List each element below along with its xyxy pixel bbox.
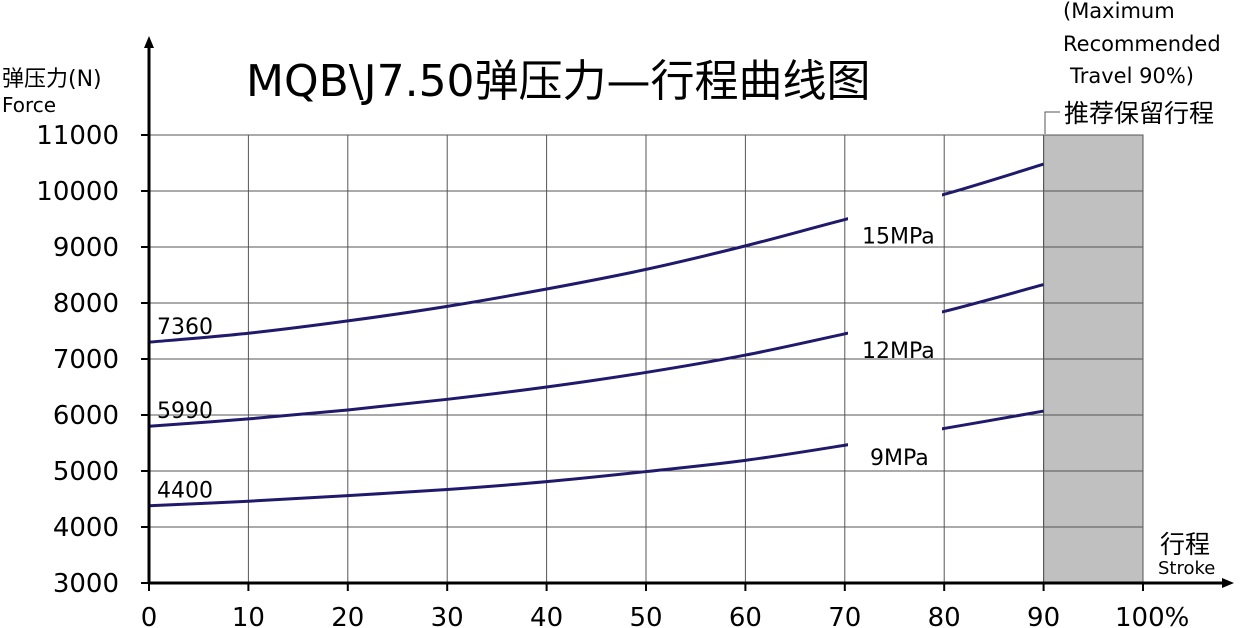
x-tick-label: 70 bbox=[828, 603, 861, 628]
series-line-15MPa bbox=[148, 217, 848, 344]
region-note-line-2: Recommended bbox=[1063, 32, 1221, 56]
y-tick-label: 4000 bbox=[53, 513, 119, 543]
series-label-15MPa: 15MPa bbox=[862, 225, 935, 250]
y-axis-arrow bbox=[144, 36, 154, 48]
series-label-12MPa: 12MPa bbox=[862, 339, 935, 364]
x-axis-label-en: Stroke bbox=[1158, 558, 1215, 579]
series-label-9MPa: 9MPa bbox=[870, 446, 929, 471]
x-tick-label: 40 bbox=[530, 603, 563, 628]
x-tick-labels: 0 10 20 30 40 50 60 70 80 90 100% bbox=[141, 603, 1190, 628]
y-tick-label: 7000 bbox=[53, 345, 119, 375]
y-tick-label: 3000 bbox=[53, 569, 119, 599]
start-value-label: 4400 bbox=[157, 479, 213, 504]
y-tick-label: 6000 bbox=[53, 401, 119, 431]
region-label-leader bbox=[1044, 111, 1060, 134]
y-axis-label-en: Force bbox=[2, 93, 56, 117]
series-line-9MPa bbox=[148, 443, 848, 508]
y-tick-label: 10000 bbox=[36, 177, 119, 207]
x-axis-arrow bbox=[1222, 578, 1234, 588]
x-tick-label: 100% bbox=[1115, 603, 1189, 628]
axes bbox=[141, 36, 1234, 591]
y-tick-label: 11000 bbox=[36, 121, 119, 151]
y-tick-label: 9000 bbox=[53, 233, 119, 263]
x-tick-label: 30 bbox=[431, 603, 464, 628]
series-line-12MPa bbox=[148, 331, 848, 428]
x-tick-label: 50 bbox=[629, 603, 662, 628]
x-tick-label: 10 bbox=[232, 603, 265, 628]
grid bbox=[148, 134, 1144, 584]
start-value-label: 5990 bbox=[157, 399, 213, 424]
x-tick-label: 80 bbox=[928, 603, 961, 628]
x-tick-label: 90 bbox=[1027, 603, 1060, 628]
series-labels: 15MPa 12MPa 9MPa bbox=[862, 225, 935, 472]
x-axis-label: 行程 bbox=[1160, 530, 1210, 559]
region-note-line-1: (Maximum bbox=[1063, 0, 1175, 23]
x-tick-label: 0 bbox=[141, 603, 158, 628]
chart-title: MQB\J7.50弹压力—行程曲线图 bbox=[246, 56, 871, 107]
y-tick-label: 5000 bbox=[53, 457, 119, 487]
y-axis-label: 弹压力(N) bbox=[2, 67, 102, 92]
x-tick-label: 60 bbox=[729, 603, 762, 628]
y-tick-labels: 3000 4000 5000 6000 7000 8000 9000 10000 11000 bbox=[36, 121, 119, 599]
start-value-label: 7360 bbox=[157, 315, 213, 340]
x-tick-label: 20 bbox=[331, 603, 364, 628]
region-label: 推荐保留行程 bbox=[1064, 99, 1214, 128]
start-value-labels: 7360 5990 4400 bbox=[157, 315, 213, 504]
y-tick-label: 8000 bbox=[53, 289, 119, 319]
series-lines bbox=[148, 162, 1045, 508]
region-note-line-3: Travel 90%) bbox=[1069, 64, 1194, 88]
